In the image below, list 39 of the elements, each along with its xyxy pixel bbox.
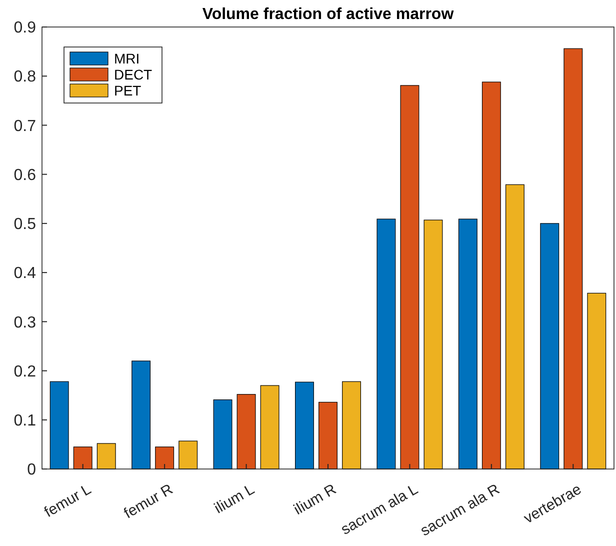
- y-tick-label: 0.7: [14, 118, 36, 135]
- bar: [400, 85, 420, 470]
- y-tick-label: 0.8: [14, 68, 36, 86]
- bar: [295, 382, 314, 470]
- y-tick-label: 0.3: [14, 314, 36, 332]
- bar: [178, 440, 198, 470]
- x-tick-label: ilium R: [291, 480, 340, 518]
- y-tick-label: 0.9: [14, 20, 36, 37]
- y-tick-label: 0: [27, 462, 36, 479]
- bar: [73, 446, 92, 470]
- bar: [540, 223, 560, 470]
- bar: [482, 82, 501, 470]
- bar: [155, 446, 174, 470]
- bar: [505, 184, 524, 470]
- bar: [587, 292, 606, 470]
- bar: [424, 220, 443, 470]
- bar: [342, 381, 361, 470]
- x-tick-label: femur L: [42, 480, 94, 521]
- bar: [132, 360, 151, 470]
- bar: [260, 385, 280, 470]
- bar: [213, 399, 232, 470]
- bar: [318, 402, 338, 470]
- legend-label: MRI: [114, 50, 140, 66]
- bar: [564, 48, 583, 470]
- legend-label: PET: [114, 82, 142, 98]
- y-tick-label: 0.6: [14, 166, 36, 184]
- y-tick-label: 0.5: [14, 216, 36, 234]
- x-tick-label: femur R: [121, 480, 176, 522]
- x-tick-label: ilium L: [211, 480, 258, 518]
- bar: [458, 218, 478, 470]
- y-tick-label: 0.2: [14, 363, 36, 380]
- bar: [236, 394, 256, 470]
- legend-label: DECT: [114, 66, 153, 82]
- bar: [96, 443, 116, 470]
- chart-title: Volume fraction of active marrow: [202, 6, 454, 23]
- y-tick-label: 0.4: [14, 265, 36, 282]
- bar: [376, 218, 396, 470]
- y-tick-label: 0.1: [14, 412, 36, 430]
- bar: [50, 381, 69, 470]
